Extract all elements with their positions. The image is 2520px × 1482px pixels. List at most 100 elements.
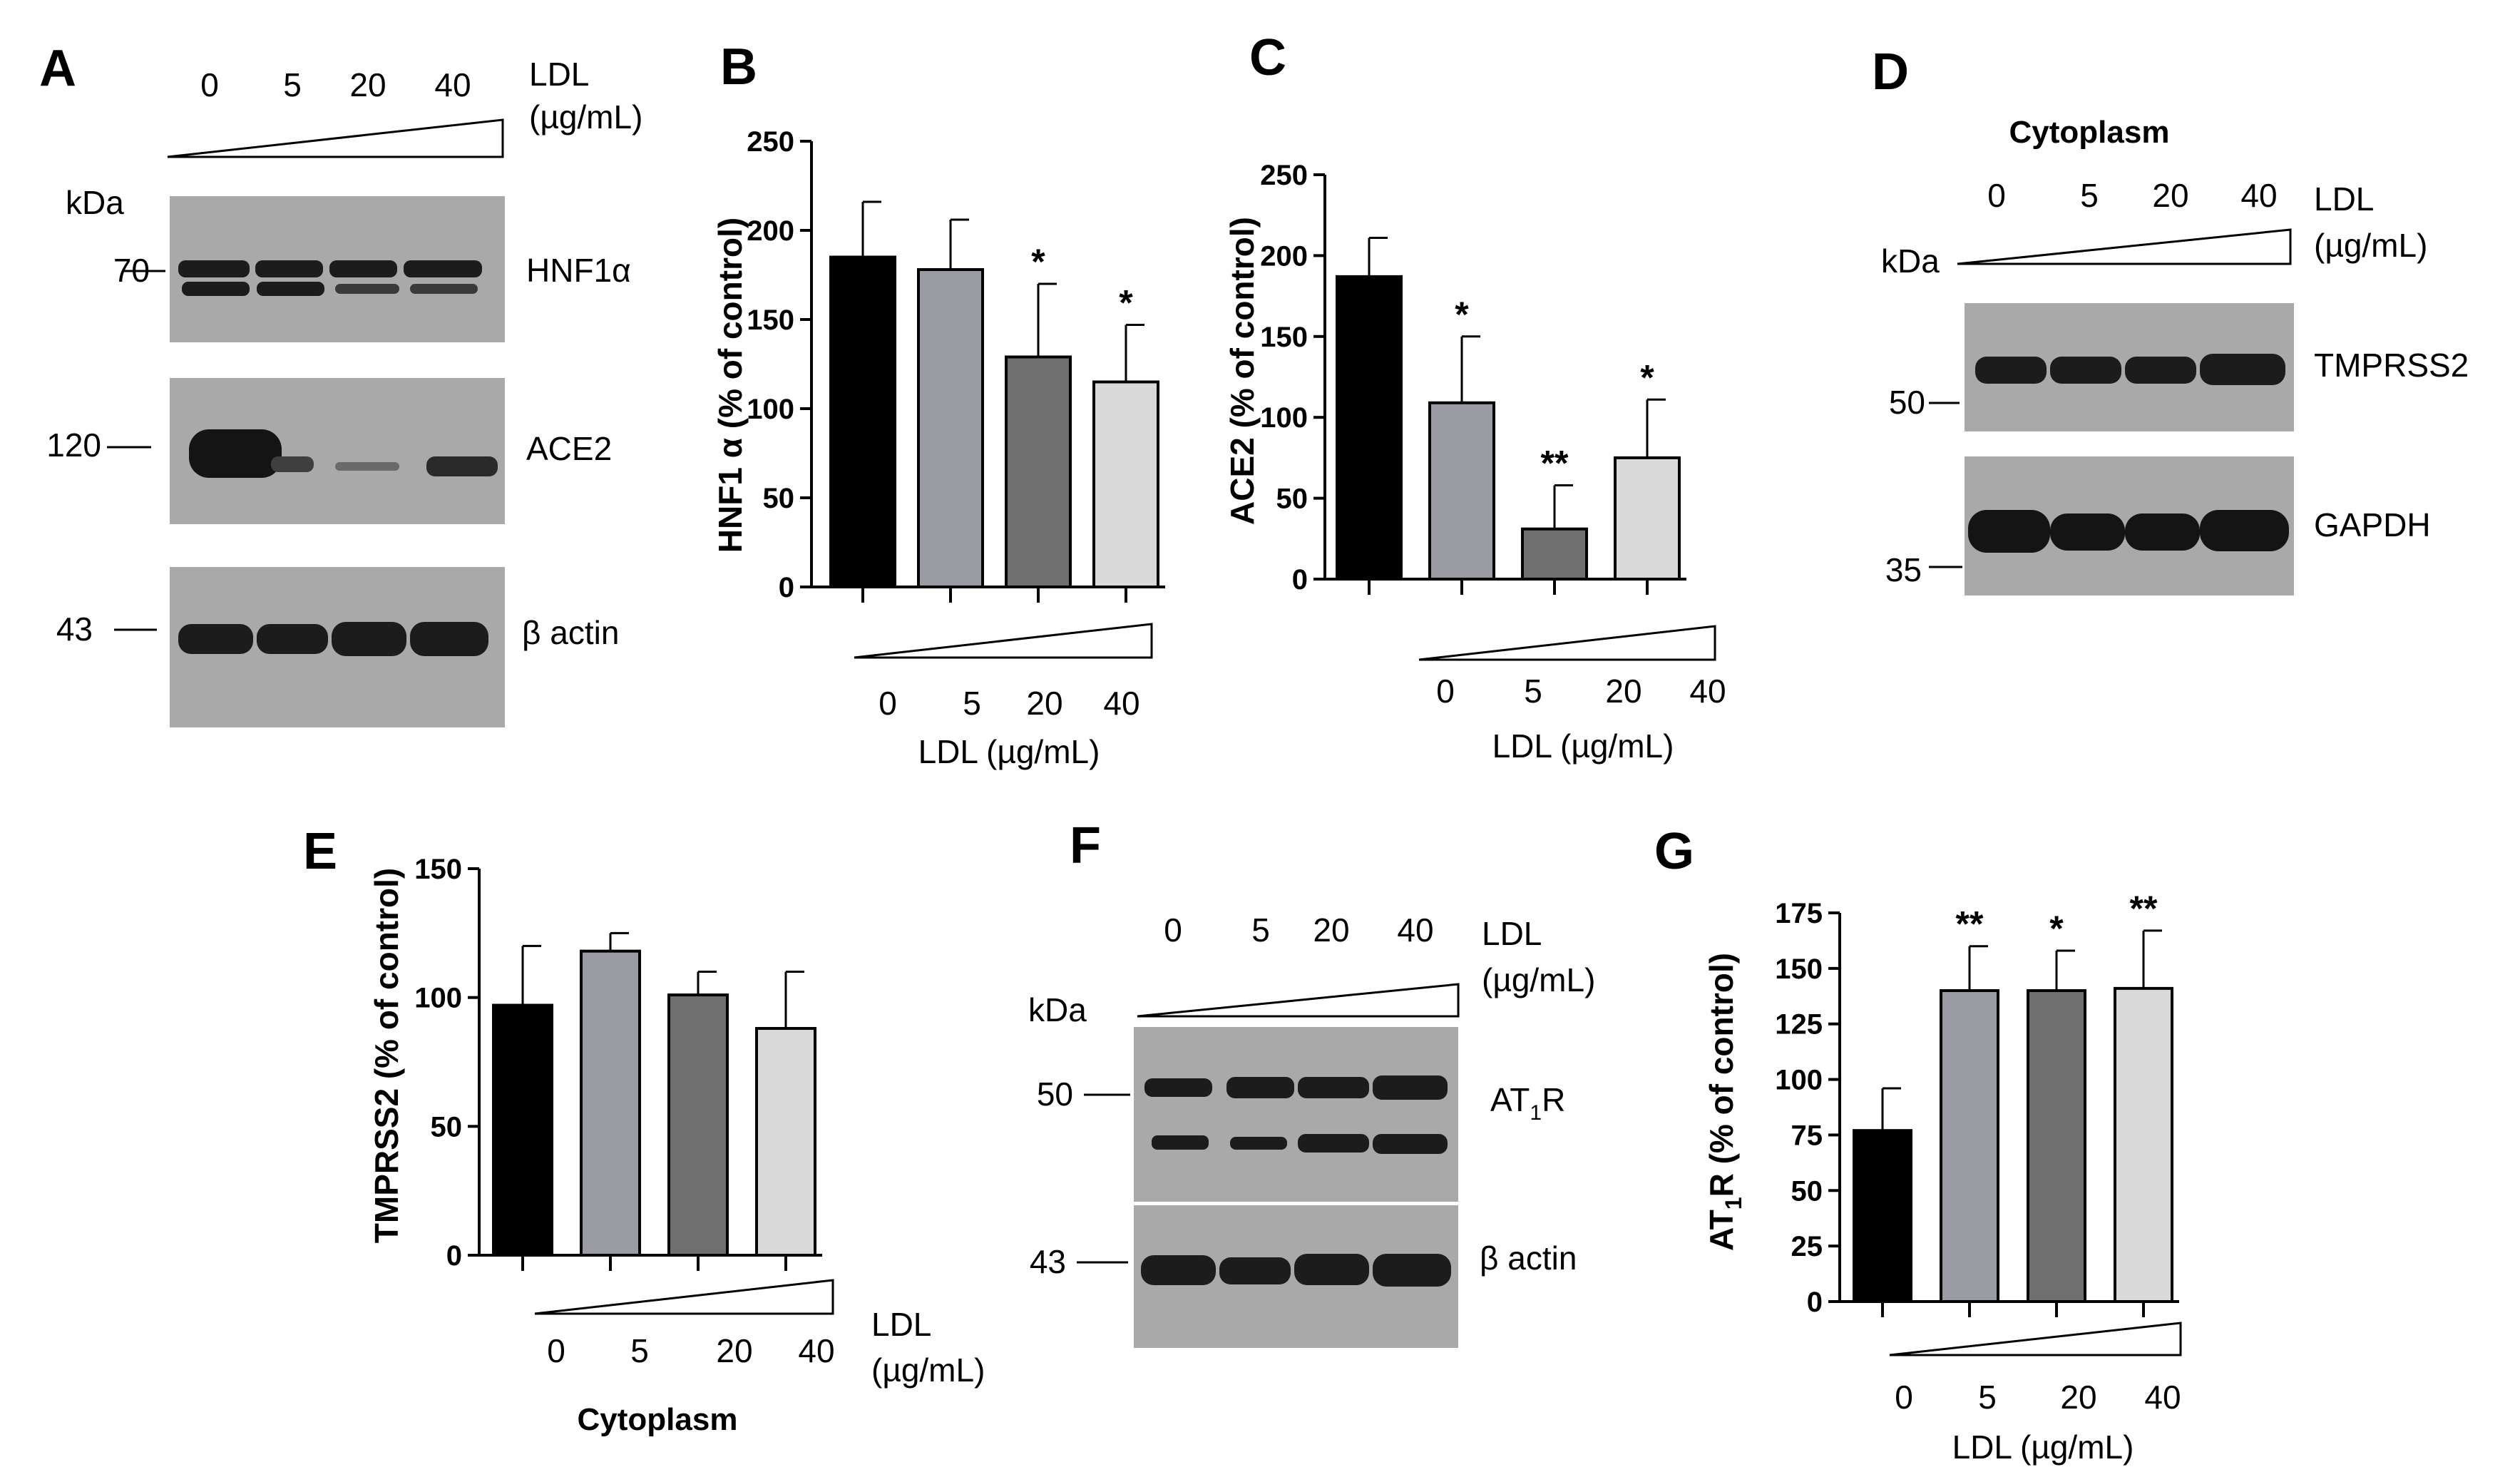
panel-label-e: E (303, 823, 337, 880)
bar (1521, 527, 1588, 581)
lane-label: 40 (2240, 177, 2277, 214)
panel-label-c: C (1249, 29, 1286, 86)
significance-label: * (1640, 357, 1654, 397)
lane-label: 40 (434, 66, 471, 103)
y-tick-label: 50 (763, 483, 795, 514)
ldl-label: LDL (2314, 180, 2374, 218)
mw-marker: 120 (46, 426, 101, 464)
kda-label: kDa (1028, 991, 1087, 1028)
y-tick-label: 75 (1791, 1120, 1823, 1151)
band-label: HNF1α (526, 252, 631, 289)
ldl-gradient-wedge (1418, 625, 1716, 661)
blot-at1r (1134, 1027, 1458, 1202)
y-tick-label: 150 (1775, 954, 1823, 985)
x-axis-label-g: LDL (µg/mL) (1952, 1429, 2134, 1466)
lane-label: 20 (2152, 177, 2188, 214)
significance-label: ** (1956, 904, 1984, 944)
panel-a-lanes: 0 5 20 40 (200, 66, 471, 103)
y-tick-label: 0 (779, 572, 794, 603)
panel-label-f: F (1070, 817, 1101, 874)
kda-label: kDa (66, 184, 124, 221)
tmprss2-bands (1975, 354, 2285, 385)
at1r-bands (1144, 1075, 1448, 1154)
panel-d-lanes: 0 5 20 40 (1987, 177, 2277, 214)
lane-label: 20 (1605, 673, 1641, 710)
significance-label: * (1031, 242, 1045, 282)
significance-label: * (2049, 909, 2064, 949)
panel-c: C ACE2 (% of control) 050100150200250***… (1224, 29, 1726, 765)
ldl-gradient-wedge (854, 623, 1153, 659)
y-tick-label: 100 (1775, 1065, 1823, 1096)
significance-label: * (1455, 295, 1469, 334)
lane-label: 5 (1524, 673, 1542, 710)
mw-marker: 43 (1030, 1243, 1066, 1280)
cytoplasm-label: Cytoplasm (578, 1402, 738, 1437)
ldl-gradient-wedge (1137, 983, 1460, 1018)
bar (2027, 989, 2086, 1303)
mw-marker: 35 (1885, 551, 1922, 588)
lane-label: 5 (2080, 177, 2099, 214)
kda-label: kDa (1881, 242, 1940, 280)
lane-label: 40 (1689, 673, 1726, 710)
x-axis-unit-e: (µg/mL) (871, 1351, 985, 1389)
panel-f: F 0 5 20 40 LDL (µg/mL) kDa 50 AT1R 43 β… (1028, 817, 1595, 1348)
panel-label-d: D (1872, 44, 1909, 101)
y-tick-label: 25 (1791, 1231, 1823, 1262)
lane-label: 5 (1251, 911, 1270, 949)
lane-label: 5 (630, 1332, 649, 1369)
lane-label: 40 (1103, 685, 1139, 722)
panel-label-b: B (720, 39, 757, 96)
y-tick-label: 50 (431, 1111, 463, 1143)
lane-label: 20 (1026, 685, 1062, 722)
y-tick-label: 175 (1775, 898, 1823, 929)
lane-label: 40 (1397, 911, 1433, 949)
lane-label: 0 (200, 66, 219, 103)
y-tick-label: 0 (1292, 564, 1308, 596)
y-tick-label: 100 (747, 394, 794, 425)
bar (2114, 986, 2173, 1304)
lane-label: 5 (963, 685, 981, 722)
lane-label: 0 (879, 685, 897, 722)
lane-label: 0 (547, 1332, 565, 1369)
panel-c-lanes: 0 5 20 40 (1436, 673, 1726, 710)
band-label: β actin (1480, 1240, 1577, 1277)
lane-label: 20 (2060, 1379, 2096, 1416)
bar (917, 268, 984, 588)
ldl-gradient-wedge (534, 1279, 834, 1315)
lane-label: 0 (1987, 177, 2006, 214)
significance-label: ** (2130, 889, 2158, 929)
ldl-gradient-wedge (1957, 228, 2292, 265)
x-axis-label-c: LDL (µg/mL) (1492, 727, 1674, 765)
mw-marker: 50 (1889, 384, 1925, 421)
bar (667, 993, 729, 1257)
bar (1092, 380, 1159, 588)
chart-b: 0 50 100 150 200 250 * * (747, 126, 1165, 603)
x-axis-label-e: LDL (871, 1306, 931, 1343)
ldl-label: LDL (1482, 915, 1542, 952)
mw-marker: 50 (1037, 1075, 1073, 1113)
y-tick-label: 0 (1807, 1287, 1823, 1318)
y-tick-label: 250 (1260, 160, 1308, 191)
lane-label: 5 (1978, 1379, 1997, 1416)
cytoplasm-label: Cytoplasm (2009, 115, 2170, 150)
lane-label: 0 (1164, 911, 1182, 949)
ace2-bands (189, 429, 498, 478)
y-tick-label: 200 (1260, 240, 1308, 272)
panel-b: B HNF1 α (% of control) 050100150200250*… (712, 39, 1165, 770)
bar (1614, 456, 1681, 581)
bar (580, 949, 641, 1257)
y-tick-label: 50 (1276, 484, 1308, 515)
y-axis-label-g: AT1R (% of control) (1703, 953, 1746, 1251)
y-tick-label: 250 (747, 126, 794, 158)
bar (492, 1003, 553, 1257)
y-tick-label: 150 (414, 854, 462, 885)
band-label: GAPDH (2314, 506, 2431, 543)
panel-g: G AT1R (% of control) 025507510012515017… (1654, 823, 2182, 1466)
y-tick-label: 200 (747, 215, 794, 247)
lane-label: 20 (349, 66, 386, 103)
ldl-unit-label: (µg/mL) (1482, 961, 1595, 998)
ldl-gradient-wedge (1889, 1322, 2182, 1356)
